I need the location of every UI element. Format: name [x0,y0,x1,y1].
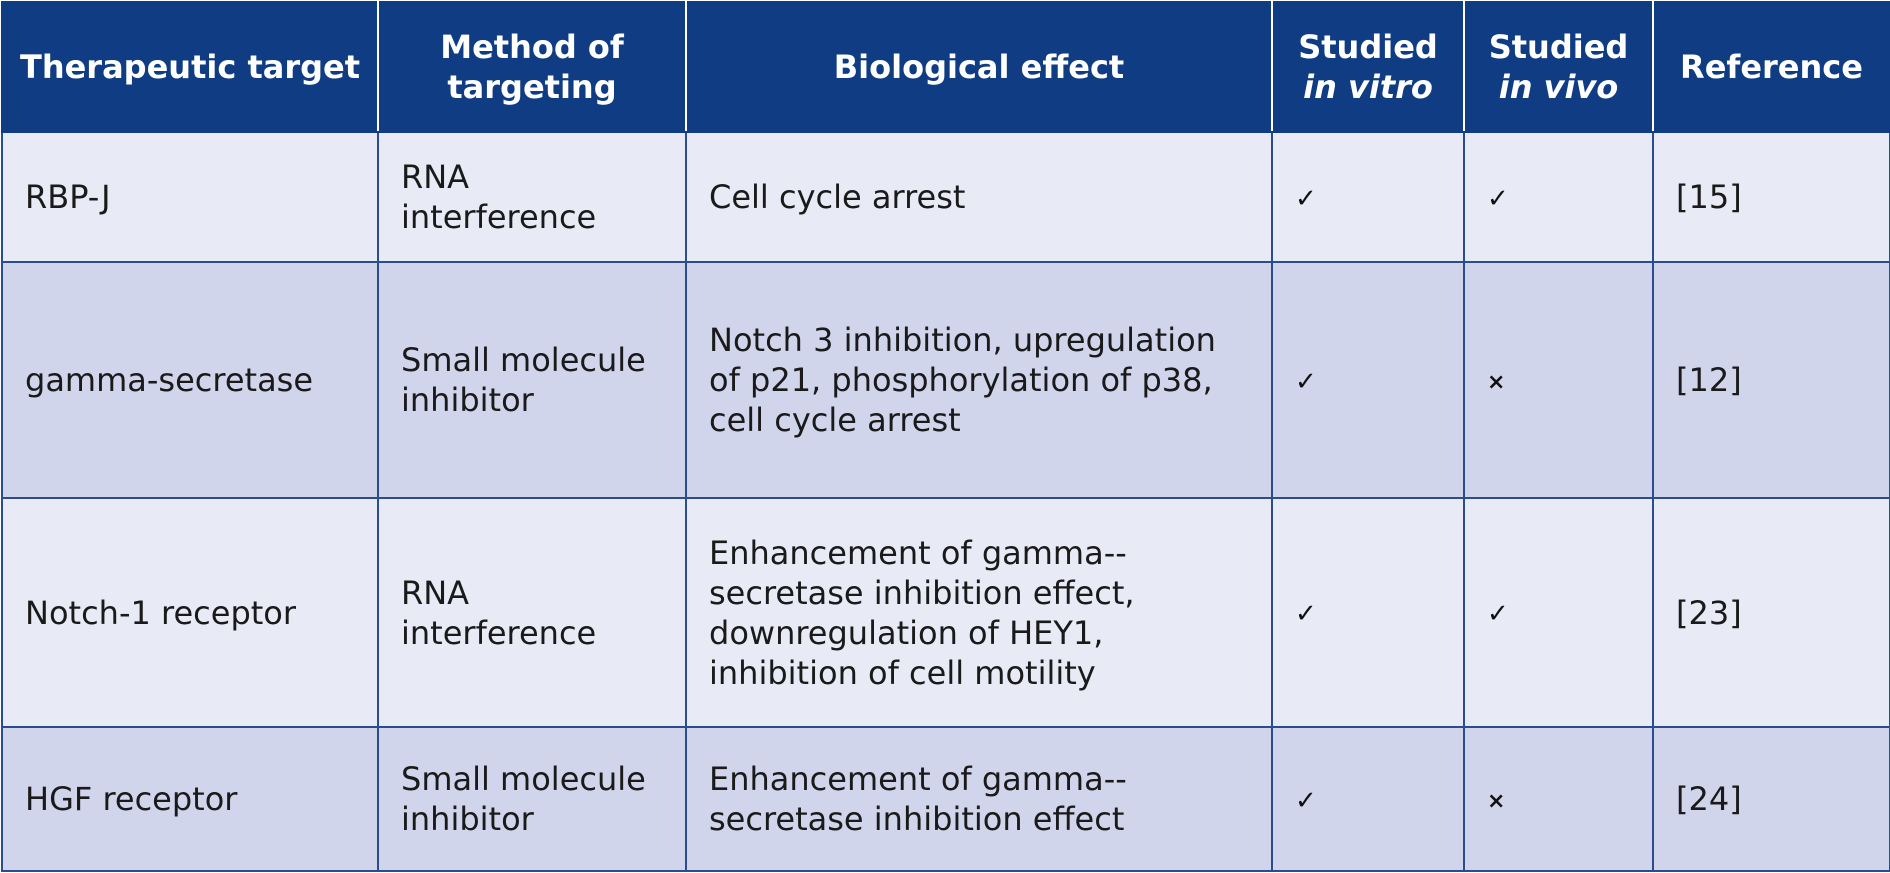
cell-effect: Notch 3 inhibition, upregulation of p21,… [685,261,1273,499]
cross-icon: × [1487,369,1506,395]
table-row: HGF receptor Small molecule inhibitor En… [1,726,1890,872]
header-method-label: Method of targeting [440,28,624,106]
header-therapeutic-target: Therapeutic target [1,1,379,133]
header-in-vivo-prefix: Studied [1488,28,1629,66]
cell-in-vitro: ✓ [1271,726,1465,872]
cell-reference: [23] [1652,497,1890,728]
cell-reference: [24] [1652,726,1890,872]
cell-in-vivo: × [1463,261,1654,499]
cell-reference: [15] [1652,131,1890,263]
cell-in-vivo: × [1463,726,1654,872]
cell-reference: [12] [1652,261,1890,499]
cell-effect: Cell cycle arrest [685,131,1273,263]
check-icon: ✓ [1487,599,1509,629]
table-header-row: Therapeutic target Method of targeting B… [1,1,1890,133]
header-studied-in-vivo: Studied in vivo [1463,1,1654,133]
cell-in-vivo: ✓ [1463,497,1654,728]
table-row: RBP-J RNA interference Cell cycle arrest… [1,131,1890,263]
cell-effect: Enhancement of gamma--secretase inhibiti… [685,497,1273,728]
cell-in-vitro: ✓ [1271,131,1465,263]
cell-in-vitro: ✓ [1271,261,1465,499]
header-in-vitro-prefix: Studied [1298,28,1438,66]
cell-method: RNA interference [377,497,687,728]
header-method-of-targeting: Method of targeting [377,1,687,133]
header-effect-label: Biological effect [833,48,1125,86]
header-studied-in-vitro: Studied in vitro [1271,1,1465,133]
cell-method: RNA interference [377,131,687,263]
check-icon: ✓ [1295,599,1317,629]
check-icon: ✓ [1487,183,1509,214]
header-target-label: Therapeutic target [19,48,361,86]
cell-method: Small molecule inhibitor [377,726,687,872]
cell-in-vivo: ✓ [1463,131,1654,263]
check-icon: ✓ [1295,785,1317,816]
cell-in-vitro: ✓ [1271,497,1465,728]
header-in-vivo-em: in vivo [1498,68,1619,106]
cell-target: Notch-1 receptor [1,497,379,728]
header-reference-label: Reference [1680,48,1863,86]
header-reference: Reference [1652,1,1890,133]
check-icon: ✓ [1295,183,1317,214]
cell-target: gamma-secretase [1,261,379,499]
header-in-vitro-em: in vitro [1303,68,1433,106]
header-biological-effect: Biological effect [685,1,1273,133]
cell-method: Small molecule inhibitor [377,261,687,499]
cell-target: RBP-J [1,131,379,263]
cell-target: HGF receptor [1,726,379,872]
cell-effect: Enhancement of gamma--secretase inhibiti… [685,726,1273,872]
check-icon: ✓ [1295,366,1317,397]
table-row: Notch-1 receptor RNA interference Enhanc… [1,497,1890,728]
cross-icon: × [1487,788,1506,814]
table-row: gamma-secretase Small molecule inhibitor… [1,261,1890,499]
